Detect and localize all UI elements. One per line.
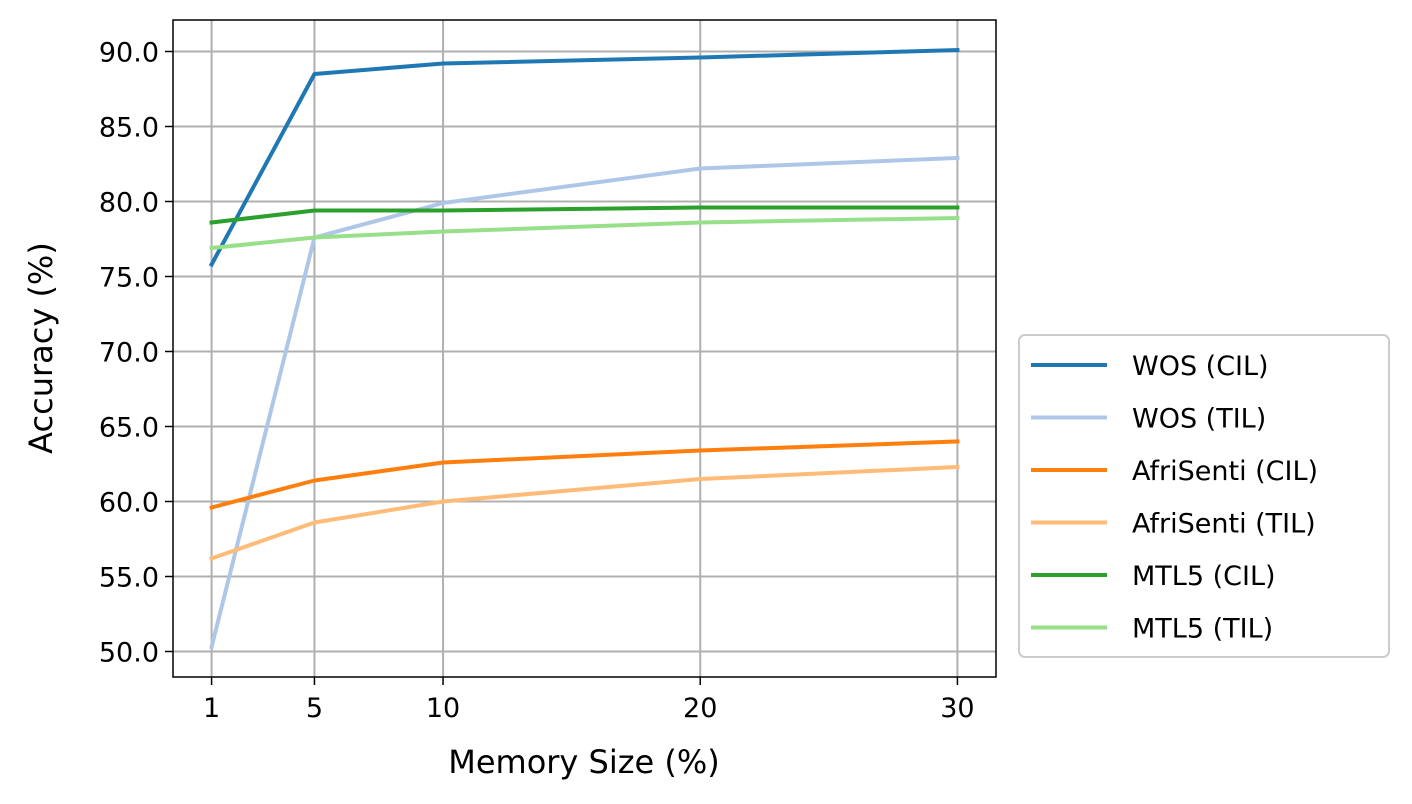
legend-label: MTL5 (CIL) — [1132, 561, 1276, 592]
x-tick-label: 5 — [306, 693, 323, 724]
y-tick-label: 60.0 — [99, 488, 159, 519]
y-tick-label: 65.0 — [99, 413, 159, 444]
series-line-4 — [209, 205, 960, 225]
y-tick-label: 70.0 — [99, 338, 159, 369]
series-line-5 — [209, 215, 960, 251]
plot-frame — [172, 19, 997, 678]
legend-label: AfriSenti (CIL) — [1132, 456, 1318, 487]
legend-label: WOS (TIL) — [1132, 404, 1266, 435]
y-axis-title: Accuracy (%) — [22, 242, 60, 454]
series-line-2 — [209, 439, 960, 510]
x-tick-label: 1 — [203, 693, 220, 724]
x-tick-label: 30 — [940, 693, 974, 724]
x-tick-label: 10 — [426, 693, 460, 724]
legend-label: MTL5 (TIL) — [1132, 614, 1273, 645]
y-tick-label: 85.0 — [99, 113, 159, 144]
series-line-1 — [209, 155, 960, 650]
y-tick-label: 75.0 — [99, 263, 159, 294]
legend-box — [1018, 334, 1390, 658]
y-tick-label: 50.0 — [99, 638, 159, 669]
x-tick-label: 20 — [683, 693, 717, 724]
series-line-3 — [209, 464, 960, 562]
series-line-0 — [208, 47, 960, 268]
series-lines — [208, 47, 960, 650]
legend-label: AfriSenti (TIL) — [1132, 509, 1316, 540]
y-tick-label: 90.0 — [99, 38, 159, 69]
x-axis-title: Memory Size (%) — [448, 743, 720, 781]
legend-label: WOS (CIL) — [1132, 351, 1269, 382]
grid-lines — [173, 20, 996, 677]
legend: WOS (CIL) WOS (TIL) AfriSenti (CIL) AfriSen… — [1018, 334, 1390, 658]
y-tick-label: 80.0 — [99, 188, 159, 219]
axis-ticks: 1 5 10 20 30 50.0 55.0 60.0 65.0 70.0 75.0 80.0 85.0… — [99, 38, 975, 725]
y-tick-label: 55.0 — [99, 563, 159, 594]
